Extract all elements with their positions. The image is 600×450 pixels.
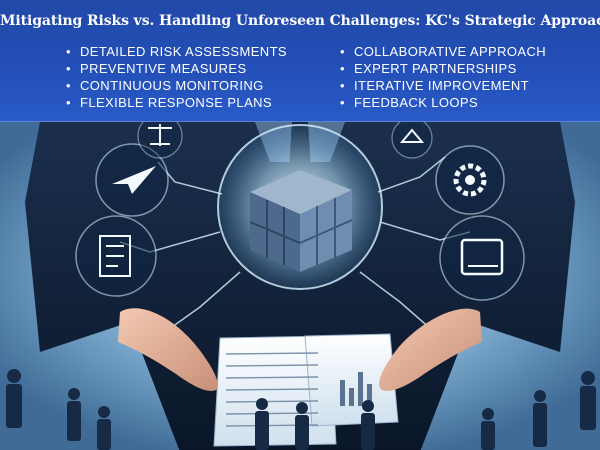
book-icon — [439, 215, 525, 301]
chart-icon — [340, 372, 372, 406]
list-item: • PREVENTIVE MEASURES — [66, 61, 247, 76]
right-hand — [379, 308, 482, 391]
list-item: • ITERATIVE IMPROVEMENT — [340, 78, 530, 93]
left-hand — [118, 308, 218, 391]
paper-plane-icon — [95, 143, 169, 217]
challenge-handling-list: • COLLABORATIVE APPROACH • EXPERT PARTNERS… — [340, 43, 546, 111]
list-item: • CONTINUOUS MONITORING — [66, 78, 264, 93]
scales-icon — [391, 122, 433, 159]
orb-ring — [217, 124, 383, 290]
header-banner: Mitigating Risks vs. Handling Unforeseen… — [0, 0, 600, 122]
business-people-silhouettes — [6, 369, 596, 450]
risk-mitigation-list: • DETAILED RISK ASSESSMENTS • PREVENTIVE M… — [66, 43, 287, 111]
page-title: Mitigating Risks vs. Handling Unforeseen… — [0, 13, 600, 29]
list-item: • FEEDBACK LOOPS — [340, 95, 479, 110]
scales-icon — [137, 122, 183, 159]
document-icon — [75, 215, 157, 297]
list-item: • FLEXIBLE RESPONSE PLANS — [66, 95, 272, 110]
gear-icon — [435, 145, 505, 215]
business-illustration — [0, 122, 600, 450]
list-item: • COLLABORATIVE APPROACH — [340, 44, 547, 59]
list-item: • DETAILED RISK ASSESSMENTS — [66, 44, 287, 59]
cube-icon — [249, 170, 353, 272]
list-item: • EXPERT PARTNERSHIPS — [340, 61, 517, 76]
